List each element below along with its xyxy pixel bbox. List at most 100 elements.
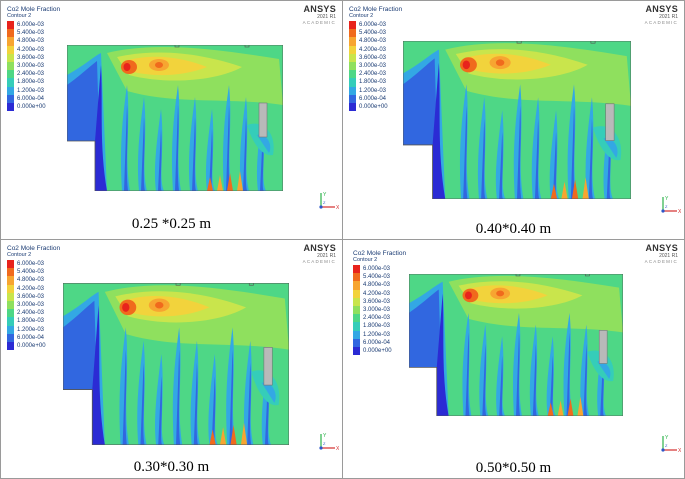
contour-region [176, 349, 181, 445]
legend-entry: 1.800e-03 [7, 317, 60, 326]
legend-swatch [7, 317, 14, 326]
contour-region [499, 131, 504, 199]
obstacle [258, 102, 268, 138]
legend-label: 2.400e-03 [363, 315, 391, 322]
legend-swatch [7, 61, 14, 71]
contour-region [436, 293, 449, 416]
legend-swatch [7, 86, 14, 95]
contour-panel-4: Co2 Mole Fraction Contour 2 6.000e-03 5.4… [342, 239, 685, 479]
legend-entry: 4.800e-03 [7, 37, 60, 46]
brand-name: ANSYS [303, 243, 336, 253]
contour-region [566, 332, 571, 416]
contour-region [240, 422, 248, 445]
cfd-viewport: Co2 Mole Fraction Contour 2 6.000e-03 5.4… [1, 240, 342, 454]
legend-entry: 4.200e-03 [7, 45, 60, 54]
legend-swatch [7, 300, 14, 310]
contour-region [529, 324, 539, 416]
contour-region [226, 327, 236, 445]
legend-swatch [7, 309, 14, 318]
contour-region [154, 109, 164, 191]
inlet-marker [248, 283, 254, 286]
legend-entry: 4.800e-03 [353, 281, 406, 290]
cfd-viewport: Co2 Mole Fraction Contour 2 6.000e-03 5.4… [343, 240, 684, 454]
legend-entry: 2.400e-03 [7, 70, 60, 79]
panel-caption: 0.40*0.40 m [475, 221, 552, 237]
axis-triad-icon: Y X Z [319, 433, 339, 452]
brand-year: 2021 R1 [659, 14, 678, 20]
legend-title: Co2 Mole Fraction [349, 6, 403, 13]
y-axis-label: Y [323, 433, 327, 439]
contour-region [552, 131, 558, 199]
z-axis-label: Z [665, 204, 668, 209]
legend-entry: 4.200e-03 [7, 284, 60, 293]
x-axis-label: X [678, 448, 681, 454]
contour-region [582, 177, 589, 199]
contour-region [570, 105, 576, 199]
contour-region [120, 85, 130, 191]
contour-region [137, 340, 147, 445]
cfd-viewport: Co2 Mole Fraction Contour 2 6.000e-03 5.4… [343, 1, 684, 215]
contour-region [239, 97, 249, 191]
legend-entry: 1.200e-03 [353, 330, 406, 339]
legend-swatch [349, 53, 356, 62]
field [67, 45, 283, 191]
y-axis-label: Y [665, 196, 669, 202]
legend-entry: 6.000e-04 [349, 94, 402, 103]
contour-region [549, 355, 554, 416]
legend-subtitle: Contour 2 [7, 13, 32, 19]
z-axis-dot [661, 448, 665, 452]
legend-label: 6.000e-03 [359, 22, 387, 29]
contour-region [603, 138, 618, 158]
legend-entry: 0.000e+00 [7, 102, 60, 112]
legend-entry: 2.400e-03 [353, 314, 406, 323]
contour-region [462, 312, 472, 416]
panel-caption: 0.50*0.50 m [475, 460, 552, 476]
legend-swatch [349, 29, 356, 38]
legend-label: 3.000e-03 [17, 302, 45, 309]
contour-region [516, 332, 520, 416]
contour-region [567, 398, 574, 416]
contour-region [496, 336, 506, 416]
contour-region [243, 117, 247, 191]
contour-domain [67, 45, 283, 191]
contour-region [499, 355, 504, 416]
legend-entry: 4.800e-03 [7, 276, 60, 285]
legend-swatch [353, 281, 360, 290]
legend-label: 5.400e-03 [359, 30, 387, 37]
contour-region [583, 344, 588, 416]
axis-triad-icon: Y X Z [661, 196, 681, 215]
contour-region [495, 110, 506, 199]
legend-label: 1.200e-03 [17, 326, 45, 333]
color-legend: Co2 Mole Fraction Contour 2 6.000e-03 5.4… [349, 6, 403, 112]
legend-swatch [7, 268, 14, 277]
field [409, 274, 623, 416]
legend-swatch [353, 305, 360, 315]
contour-region [459, 84, 470, 199]
contour-region [577, 396, 584, 416]
legend-swatch [7, 333, 14, 342]
legend-entry: 6.000e-03 [7, 21, 60, 30]
legend-swatch [7, 260, 14, 269]
contour-region [158, 376, 163, 445]
x-axis-label: X [336, 205, 339, 211]
legend-label: 0.000e+00 [359, 103, 388, 110]
legend-swatch [7, 292, 14, 301]
y-axis-label: Y [665, 435, 669, 441]
contour-region [155, 354, 165, 445]
legend-entry: 1.800e-03 [349, 78, 402, 87]
legend-swatch [353, 322, 360, 331]
legend-label: 2.400e-03 [17, 310, 45, 317]
legend-entry: 1.200e-03 [349, 86, 402, 95]
legend-label: 4.800e-03 [359, 38, 387, 45]
legend-entry: 0.000e+00 [7, 341, 60, 351]
legend-swatch [7, 102, 14, 112]
contour-panel-2: Co2 Mole Fraction Contour 2 6.000e-03 5.4… [342, 0, 685, 240]
brand-year: 2021 R1 [317, 253, 336, 259]
contour-region [124, 105, 128, 191]
contour-region [122, 349, 127, 445]
legend-title: Co2 Mole Fraction [353, 250, 407, 257]
contour-region [261, 382, 276, 403]
legend-label: 5.400e-03 [363, 274, 391, 281]
legend-label: 3.600e-03 [17, 54, 45, 61]
legend-label: 2.400e-03 [17, 71, 45, 78]
